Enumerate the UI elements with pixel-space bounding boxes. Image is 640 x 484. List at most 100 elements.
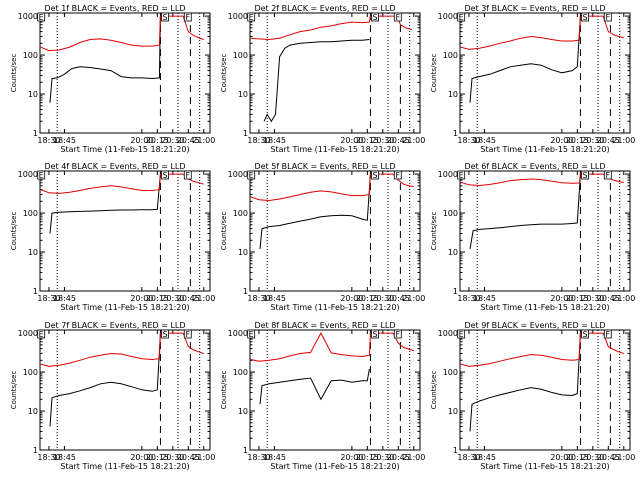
marker-label: S: [163, 13, 168, 22]
y-tick-label: 100: [233, 51, 248, 60]
marker-label: E: [459, 330, 464, 339]
y-tick-label: 10: [448, 90, 458, 99]
marker-box: [393, 12, 402, 22]
y-tick-label: 100: [443, 209, 458, 218]
marker-box: [371, 12, 379, 22]
x-tick-label: 20:00: [130, 136, 153, 145]
x-tick-label: 18:45: [53, 453, 76, 462]
x-tick-label: 20:15: [566, 136, 589, 145]
series-line-lld: [40, 332, 204, 367]
y-axis-label: Counts/sec: [220, 371, 228, 410]
axes-frame: [39, 12, 211, 134]
y-tick-label: 100: [233, 209, 248, 218]
marker-label: E: [249, 171, 254, 180]
y-axis-label: Counts/sec: [220, 212, 228, 251]
y-axis-label: Counts/sec: [430, 54, 438, 93]
marker-box: [393, 170, 402, 180]
y-tick-label: 1000: [228, 329, 248, 338]
plot-title: Det 7f BLACK = Events, RED = LLD: [44, 321, 185, 330]
marker-label: F: [185, 13, 190, 22]
y-tick-label: 100: [443, 368, 458, 377]
x-axis-label: Start Time (11-Feb-15 18:21:20): [60, 303, 189, 312]
marker-box: [37, 12, 46, 22]
series-line-events: [259, 368, 370, 405]
marker-box: [183, 12, 192, 22]
marker-f: F: [603, 12, 612, 22]
marker-e: E: [247, 170, 256, 180]
marker-e: E: [37, 12, 46, 22]
x-tick-label: 20:30: [581, 453, 604, 462]
y-tick-label: 100: [443, 51, 458, 60]
marker-box: [371, 170, 379, 180]
y-tick-label: 100: [233, 368, 248, 377]
x-tick-label: 18:30: [37, 453, 60, 462]
axes-frame: [459, 12, 631, 134]
marker-box: [183, 329, 192, 339]
plot-panel: Det 2f BLACK = Events, RED = LLD 1 10 100 10…: [220, 4, 425, 154]
x-tick-label: 18:30: [37, 136, 60, 145]
x-axis-label: Start Time (11-Feb-15 18:21:20): [270, 145, 399, 154]
marker-label: E: [39, 171, 44, 180]
plot-title: Det 3f BLACK = Events, RED = LLD: [464, 4, 605, 13]
x-tick-label: 20:45: [387, 136, 410, 145]
marker-f: F: [603, 329, 612, 339]
marker-box: [183, 170, 192, 180]
marker-box: [161, 329, 169, 339]
plot-title: Det 5f BLACK = Events, RED = LLD: [254, 162, 395, 171]
axes-frame: [39, 170, 211, 292]
marker-label: F: [395, 330, 400, 339]
y-axis-label: Counts/sec: [430, 212, 438, 251]
series-line-lld: [460, 173, 624, 187]
series-line-lld: [460, 15, 624, 50]
x-tick-label: 20:15: [146, 136, 169, 145]
y-axis-label: Counts/sec: [10, 371, 18, 410]
marker-label: E: [249, 13, 254, 22]
marker-s: S: [161, 170, 169, 180]
marker-label: F: [395, 171, 400, 180]
series-line-lld: [40, 173, 204, 194]
marker-box: [161, 170, 169, 180]
x-tick-label: 20:30: [371, 294, 394, 303]
y-tick-label: 1000: [438, 329, 458, 338]
x-tick-label: 18:45: [53, 136, 76, 145]
marker-box: [37, 170, 46, 180]
y-tick-label: 100: [23, 368, 38, 377]
x-axis-label: Start Time (11-Feb-15 18:21:20): [60, 462, 189, 471]
marker-s: S: [371, 12, 379, 22]
x-tick-label: 18:45: [53, 294, 76, 303]
y-tick-label: 10: [238, 248, 248, 257]
marker-s: S: [371, 329, 379, 339]
marker-label: F: [605, 330, 610, 339]
x-tick-label: 20:45: [597, 294, 620, 303]
x-tick-label: 21:00: [402, 453, 425, 462]
plot-panel: Det 8f BLACK = Events, RED = LLD 1 10 100 10…: [220, 321, 425, 471]
marker-f: F: [393, 170, 402, 180]
y-axis-label: Counts/sec: [220, 54, 228, 93]
plot-panel: Det 7f BLACK = Events, RED = LLD 1 10 100 10…: [10, 321, 215, 471]
x-tick-label: 21:00: [192, 294, 215, 303]
marker-box: [581, 12, 589, 22]
marker-box: [581, 329, 589, 339]
x-axis-label: Start Time (11-Feb-15 18:21:20): [480, 462, 609, 471]
x-tick-label: 21:00: [192, 136, 215, 145]
marker-box: [247, 329, 256, 339]
x-tick-label: 20:00: [130, 453, 153, 462]
x-tick-label: 18:30: [247, 294, 270, 303]
x-tick-label: 18:45: [473, 294, 496, 303]
marker-f: F: [603, 170, 612, 180]
marker-s: S: [371, 170, 379, 180]
y-tick-label: 1: [453, 446, 458, 455]
x-tick-label: 18:45: [263, 453, 286, 462]
x-axis-label: Start Time (11-Feb-15 18:21:20): [270, 303, 399, 312]
x-axis-label: Start Time (11-Feb-15 18:21:20): [480, 145, 609, 154]
x-tick-label: 20:00: [550, 453, 573, 462]
x-axis-label: Start Time (11-Feb-15 18:21:20): [480, 303, 609, 312]
x-tick-label: 20:45: [177, 294, 200, 303]
y-tick-label: 1000: [228, 12, 248, 21]
marker-f: F: [183, 12, 192, 22]
x-tick-label: 20:30: [161, 453, 184, 462]
x-tick-label: 20:00: [130, 294, 153, 303]
x-tick-label: 18:30: [247, 136, 270, 145]
marker-f: F: [393, 12, 402, 22]
marker-label: E: [459, 171, 464, 180]
